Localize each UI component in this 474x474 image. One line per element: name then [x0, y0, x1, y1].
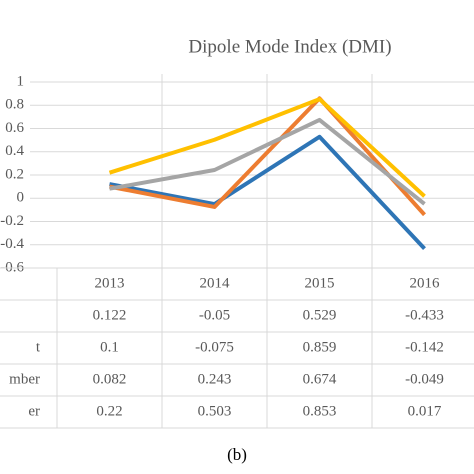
- y-tick-label: -0.4: [0, 236, 24, 252]
- caption: (b): [227, 445, 247, 464]
- y-tick-label: -0.2: [0, 213, 24, 229]
- chart-title: Dipole Mode Index (DMI): [188, 36, 391, 57]
- x-tick-label: 2016: [410, 275, 441, 291]
- y-tick-label: 0.6: [5, 120, 24, 136]
- legend-label: mber: [9, 371, 40, 387]
- table-cell: 0.1: [100, 339, 119, 355]
- y-tick-label: 0.4: [5, 143, 24, 159]
- series-line: [109, 134, 426, 250]
- series-line: [109, 117, 426, 206]
- x-tick-label: 2014: [200, 275, 231, 291]
- table-cell: 0.122: [93, 307, 127, 323]
- series-line: [108, 97, 426, 198]
- series-line: [109, 96, 426, 217]
- y-tick-label: -0.6: [0, 259, 24, 275]
- table-cell: 0.859: [303, 339, 337, 355]
- table-cell: 0.082: [93, 371, 127, 387]
- table-cell: -0.075: [195, 339, 234, 355]
- table-cell: 0.22: [96, 403, 122, 419]
- table-cell: -0.433: [405, 307, 444, 323]
- table-cell: 0.853: [303, 403, 337, 419]
- legend-label: t: [36, 339, 41, 355]
- table-cell: 0.503: [198, 403, 232, 419]
- table-cell: 0.674: [303, 371, 337, 387]
- legend-label: er: [28, 403, 40, 419]
- y-tick-label: 0.2: [5, 166, 24, 182]
- x-tick-label: 2015: [305, 275, 335, 291]
- table-cell: 0.017: [408, 403, 442, 419]
- table-cell: -0.05: [199, 307, 230, 323]
- x-tick-label: 2013: [95, 275, 125, 291]
- y-tick-label: 0.8: [5, 97, 24, 113]
- y-tick-label: 0: [17, 190, 25, 206]
- table-cell: 0.529: [303, 307, 337, 323]
- table-cell: -0.142: [405, 339, 444, 355]
- table-cell: 0.243: [198, 371, 232, 387]
- table-cell: -0.049: [405, 371, 444, 387]
- y-tick-label: 1: [17, 73, 25, 89]
